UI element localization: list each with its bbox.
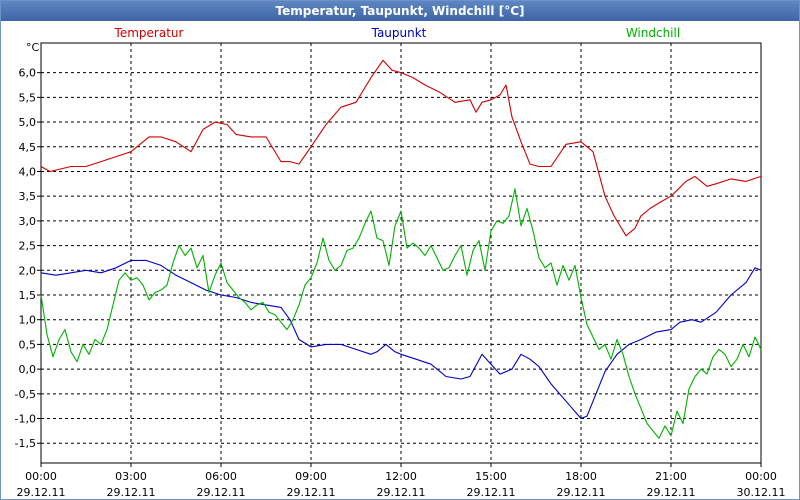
x-tick-date-label: 29.12.11 [647, 486, 696, 499]
x-tick-time-label: 00:00 [25, 470, 57, 483]
y-tick-label: 3,0 [19, 215, 37, 228]
y-tick-label: 3,5 [19, 190, 37, 203]
series [40, 59, 762, 439]
y-tick-label: 5,5 [19, 91, 37, 104]
window-title: Temperatur, Taupunkt, Windchill [°C] [1, 1, 799, 21]
y-tick-label: 0,0 [19, 363, 37, 376]
y-tick-label: -1,5 [15, 437, 36, 450]
x-tick-date-label: 29.12.11 [377, 486, 426, 499]
legend-label-windchill: Windchill [626, 26, 680, 40]
x-tick-time-label: 21:00 [655, 470, 687, 483]
y-tick-label: 4,5 [19, 141, 37, 154]
x-tick-date-label: 29.12.11 [557, 486, 606, 499]
y-axis-unit-label: °C [26, 41, 40, 54]
x-tick-time-label: 00:00 [745, 470, 777, 483]
y-tick-label: 6,0 [19, 67, 37, 80]
x-tick-date-label: 29.12.11 [17, 486, 66, 499]
y-tick-label: 1,5 [19, 289, 37, 302]
y-tick-label: 2,5 [19, 240, 37, 253]
x-tick-date-label: 30.12.11 [737, 486, 786, 499]
x-tick-time-label: 18:00 [565, 470, 597, 483]
y-tick-label: 5,0 [19, 116, 37, 129]
x-tick-time-label: 06:00 [205, 470, 237, 483]
legend-label-temperatur: Temperatur [114, 26, 184, 40]
x-tick-time-label: 15:00 [475, 470, 507, 483]
legend-label-taupunkt: Taupunkt [371, 26, 427, 40]
x-tick-time-label: 12:00 [385, 470, 417, 483]
y-tick-label: 1,0 [19, 314, 37, 327]
series-line-temperatur [40, 59, 762, 237]
y-tick-label: 0,5 [19, 338, 37, 351]
grid [41, 43, 761, 463]
y-tick-label: 4,0 [19, 165, 37, 178]
x-tick-time-label: 03:00 [115, 470, 147, 483]
y-tick-label: -0,5 [15, 388, 36, 401]
x-tick-date-label: 29.12.11 [287, 486, 336, 499]
y-tick-label: -1,0 [15, 413, 36, 426]
series-line-windchill [40, 188, 762, 439]
legend: Temperatur Taupunkt Windchill [114, 26, 681, 40]
x-tick-date-label: 29.12.11 [197, 486, 246, 499]
series-line-taupunkt [40, 259, 762, 420]
x-tick-date-label: 29.12.11 [467, 486, 516, 499]
x-tick-date-label: 29.12.11 [107, 486, 156, 499]
y-axis: °C 6,0 5,5 5,0 4,5 4,0 3,5 3,0 2,5 2,0 1,5 1,0 0,5 0,… [15, 41, 41, 450]
x-axis: 00:00 29.12.11 03:00 29.12.11 06:00 29.12.11 0… [17, 463, 786, 499]
y-tick-label: 2,0 [19, 264, 37, 277]
x-tick-time-label: 09:00 [295, 470, 327, 483]
